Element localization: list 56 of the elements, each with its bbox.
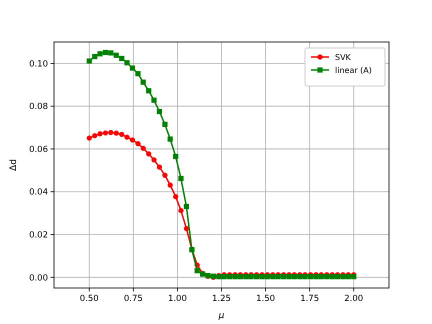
point — [140, 146, 146, 151]
point — [184, 226, 190, 232]
y-tick-label: 0.08 — [29, 102, 48, 112]
point — [119, 56, 124, 62]
point — [146, 151, 152, 156]
point — [146, 88, 152, 94]
point — [97, 51, 103, 56]
point — [140, 80, 146, 85]
point — [97, 131, 103, 136]
point — [114, 130, 119, 136]
point — [130, 65, 136, 71]
point — [184, 204, 190, 210]
point — [92, 54, 98, 60]
y-tick-label: 0.10 — [29, 59, 48, 70]
x-tick-label: 0.50 — [80, 294, 99, 304]
x-tick-label: 1.75 — [300, 294, 320, 304]
point — [178, 176, 184, 182]
legend-label: linear (A) — [335, 66, 372, 75]
point — [156, 164, 162, 170]
point — [162, 122, 168, 127]
point — [124, 134, 130, 140]
point — [86, 135, 92, 141]
point — [178, 208, 184, 214]
point — [119, 132, 124, 138]
point — [194, 268, 200, 274]
point — [130, 137, 136, 143]
point — [173, 194, 178, 200]
point — [102, 50, 108, 56]
point — [124, 60, 130, 66]
y-axis-title: Δd — [9, 159, 19, 171]
x-tick-label: 2.00 — [344, 294, 364, 304]
point — [168, 182, 173, 188]
x-tick-label: 0.75 — [124, 294, 143, 304]
legend-label: SVK — [335, 53, 352, 62]
point — [173, 154, 178, 160]
y-tick-label: 0.02 — [29, 230, 48, 241]
point — [135, 141, 141, 146]
y-tick-label: 0.00 — [29, 273, 48, 284]
point — [108, 130, 114, 136]
y-tick-label: 0.04 — [29, 188, 48, 198]
point — [108, 50, 114, 56]
point — [135, 71, 141, 76]
x-axis-title: μ — [218, 311, 225, 321]
point — [92, 133, 98, 138]
x-tick-label: 1.25 — [212, 294, 231, 304]
x-tick-label: 1.50 — [256, 294, 276, 304]
point — [114, 52, 119, 58]
x-tick-label: 1.00 — [168, 294, 187, 304]
point — [151, 157, 157, 162]
y-tick-label: 0.06 — [29, 144, 48, 155]
point — [156, 108, 162, 114]
point — [151, 98, 157, 103]
point — [102, 130, 108, 136]
point — [168, 136, 173, 142]
point — [86, 58, 92, 64]
point — [162, 172, 168, 178]
